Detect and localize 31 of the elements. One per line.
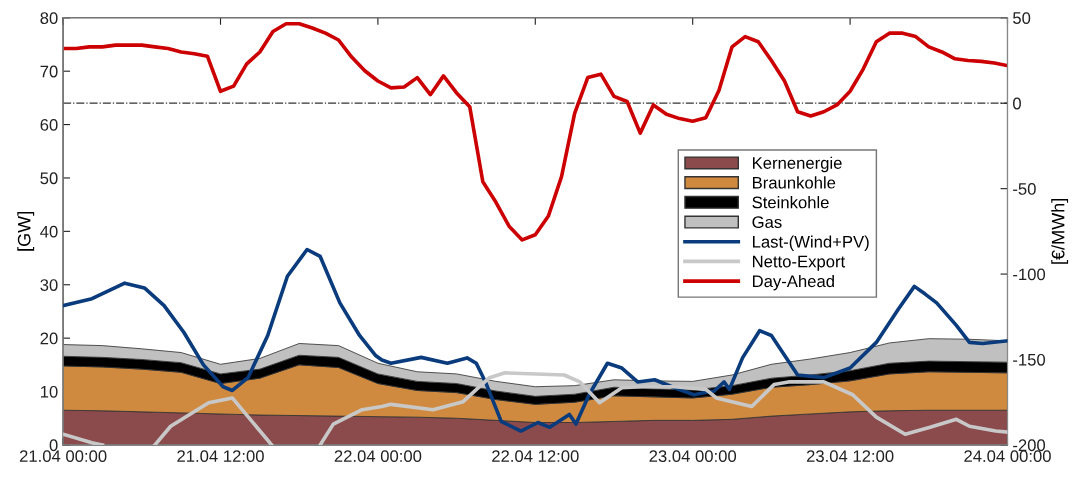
y-tick-label: 50 <box>40 172 58 185</box>
legend-label: Day-Ahead <box>753 274 834 291</box>
y-tick-label: 60 <box>40 118 58 131</box>
y2-tick-label: -200 <box>1013 439 1046 452</box>
y-tick-label: 0 <box>49 439 58 452</box>
y-tick-label: 20 <box>40 332 58 345</box>
y2-tick-label: -150 <box>1013 353 1046 366</box>
legend-label: Gas <box>752 216 782 229</box>
x-tick-label: 22.04 12:00 <box>492 450 579 463</box>
y2-tick-label: -50 <box>1013 183 1036 195</box>
y2-tick-label: 0 <box>1013 97 1021 110</box>
x-tick-label: 21.04 00:00 <box>19 450 107 463</box>
legend-label: Netto-Export <box>753 255 846 271</box>
y-tick-label: 70 <box>40 65 58 78</box>
y-tick-label: 40 <box>40 225 58 238</box>
x-tick-label: 24.04 00:00 <box>964 450 1051 463</box>
legend-label: Braunkohle <box>753 176 836 189</box>
y2-tick-label: 50 <box>1013 12 1031 24</box>
x-tick-label: 23.04 12:00 <box>806 450 894 463</box>
legend-label: Kernenergie <box>753 156 842 173</box>
x-tick-label: 23.04 00:00 <box>649 450 737 463</box>
y-axis-title: [GW] <box>17 212 35 251</box>
y-tick-label: 80 <box>40 12 58 24</box>
legend-label: Last-(Wind+PV) <box>753 235 869 252</box>
legend-label: Steinkohle <box>752 196 829 209</box>
y2-tick-label: -100 <box>1013 268 1046 281</box>
x-tick-label: 22.04 00:00 <box>334 450 422 463</box>
y2-axis-title: [€/MWh] <box>1051 199 1069 264</box>
y-tick-label: 10 <box>40 385 58 398</box>
x-tick-label: 21.04 12:00 <box>177 450 264 463</box>
y-tick-label: 30 <box>40 279 58 291</box>
